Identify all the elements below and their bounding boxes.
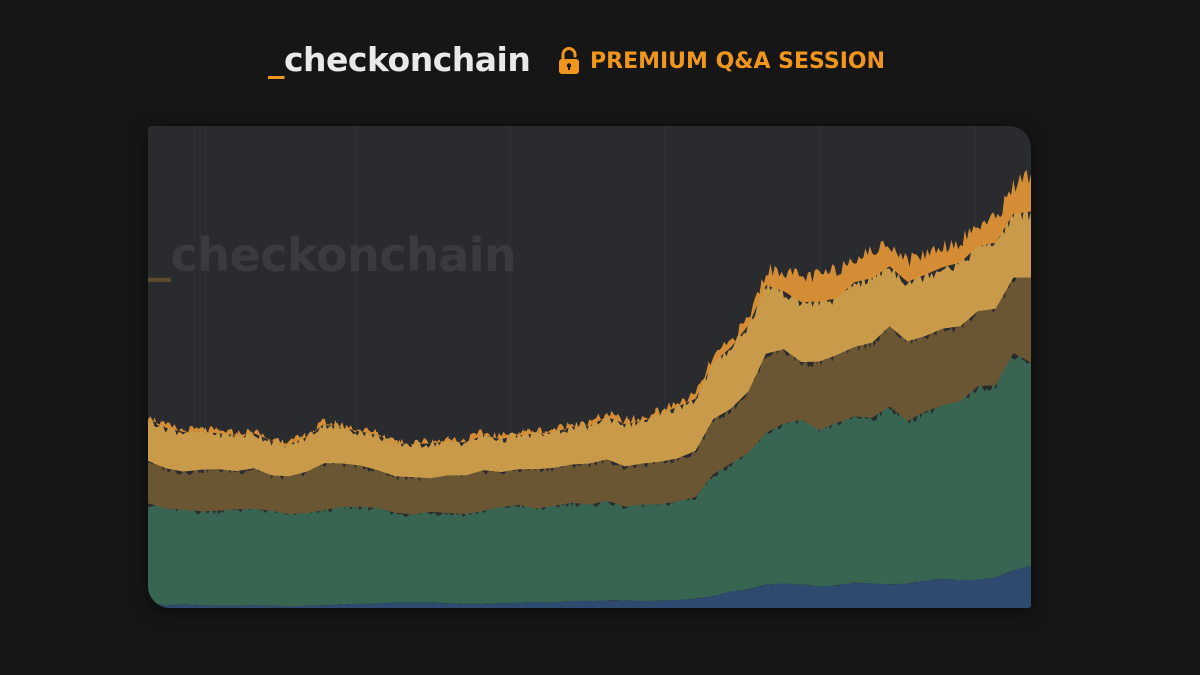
premium-label: PREMIUM Q&A SESSION (590, 48, 886, 74)
watermark-underscore: _ (148, 228, 171, 282)
brand-underscore: _ (268, 40, 285, 79)
area-series-1 (148, 354, 1031, 607)
unlocked-padlock-icon (558, 47, 580, 75)
area-series-0 (148, 565, 1031, 608)
brand-logo: _checkonchain (268, 40, 531, 79)
watermark-name: checkonchain (170, 228, 517, 282)
area-series-2 (148, 271, 1031, 515)
premium-badge: PREMIUM Q&A SESSION (558, 47, 885, 75)
area-series-3 (148, 204, 1031, 479)
brand-name: checkonchain (284, 40, 531, 79)
chart-watermark: _checkonchain (148, 228, 517, 282)
chart-card (148, 126, 1031, 608)
stacked-area-chart (148, 126, 1031, 608)
